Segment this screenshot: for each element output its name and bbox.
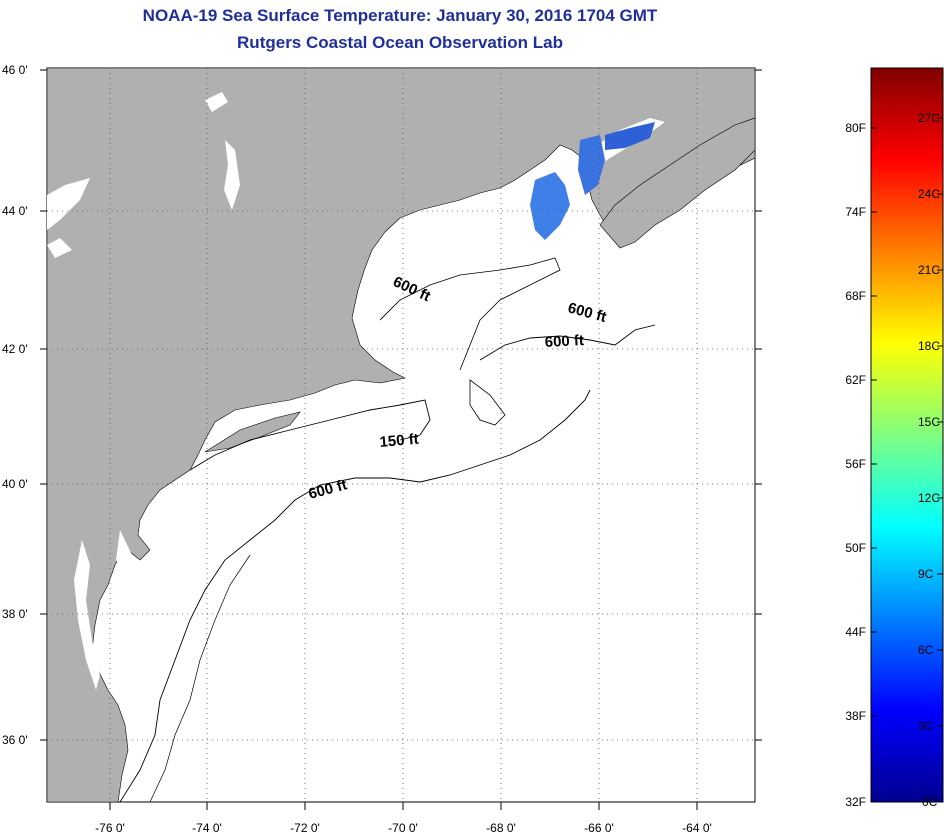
grid: [47, 68, 755, 802]
ticks: [40, 69, 762, 810]
colorbar-c-label: 15C: [918, 415, 940, 429]
sst-patch: [605, 122, 655, 150]
lake: [224, 140, 240, 210]
depth-contour-600ft: [119, 389, 591, 802]
depth-contour-inner: [149, 554, 251, 802]
colorbar-c-label: 12C: [918, 491, 940, 505]
colorbar-c-label: 27C: [918, 111, 940, 125]
depth-contour-gulf-maine: [379, 257, 561, 371]
depth-contour-georges: [469, 379, 506, 426]
colorbar-c-label: 0C: [922, 795, 938, 809]
nova-scotia: [599, 117, 755, 249]
lat-label: 46 0': [2, 63, 28, 77]
lon-label: -64 0': [682, 821, 712, 835]
depth-contour-150ft: [189, 399, 431, 471]
lake: [205, 92, 228, 112]
colorbar-f-label: 32F: [845, 795, 866, 809]
lat-label: 42 0': [2, 342, 28, 356]
colorbar-c-label: 3C: [918, 719, 934, 733]
chesapeake-bay: [74, 540, 100, 690]
colorbar-ticks: [871, 117, 943, 727]
colorbar-f-label: 50F: [845, 541, 866, 555]
colorbar-f-label: 44F: [845, 625, 866, 639]
colorbar-c-label: 6C: [918, 643, 934, 657]
colorbar-f-label: 56F: [845, 457, 866, 471]
depth-label: 600 ft: [544, 332, 584, 351]
lon-label: -68 0': [486, 821, 516, 835]
map-title: NOAA-19 Sea Surface Temperature: January…: [142, 6, 658, 25]
sst-patch: [578, 135, 605, 195]
lake: [47, 238, 72, 258]
depth-label: 150 ft: [379, 431, 420, 451]
sst-patch: [530, 172, 570, 240]
colorbar-c-label: 24C: [918, 187, 940, 201]
colorbar-f-label: 80F: [845, 121, 866, 135]
lat-label: 44 0': [2, 204, 28, 218]
lat-label: 36 0': [2, 733, 28, 747]
lon-label: -72 0': [290, 821, 320, 835]
colorbar-f-label: 62F: [845, 373, 866, 387]
lat-label: 38 0': [2, 607, 28, 621]
map-subtitle: Rutgers Coastal Ocean Observation Lab: [237, 33, 563, 52]
colorbar-c-label: 18C: [918, 339, 940, 353]
delaware-bay: [116, 530, 132, 575]
colorbar-f-label: 68F: [845, 289, 866, 303]
colorbar-c-label: 21C: [918, 263, 940, 277]
depth-contour-600ft: [479, 324, 656, 361]
colorbar-f-label: 74F: [845, 205, 866, 219]
lon-label: -66 0': [584, 821, 614, 835]
lat-label: 40 0': [2, 477, 28, 491]
colorbar-c-label: 9C: [918, 567, 934, 581]
lake: [47, 178, 90, 230]
lon-label: -70 0': [388, 821, 418, 835]
lon-label: -76 0': [95, 821, 125, 835]
map-content: [47, 68, 755, 802]
colorbar: [870, 67, 944, 803]
colorbar-f-label: 38F: [845, 709, 866, 723]
lon-label: -74 0': [192, 821, 222, 835]
